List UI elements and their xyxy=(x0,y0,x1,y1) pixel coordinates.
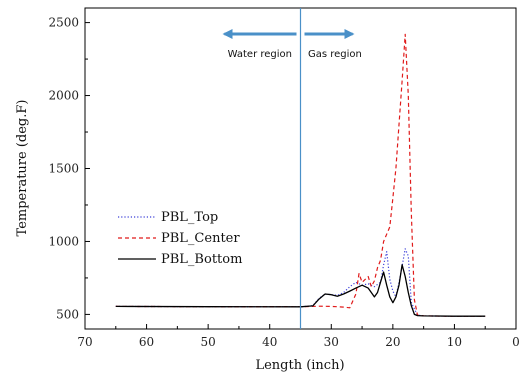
legend-label: PBL_Top xyxy=(161,210,218,225)
legend-label: PBL_Bottom xyxy=(161,252,242,267)
x-tick-label: 10 xyxy=(447,335,462,349)
y-tick-label: 2500 xyxy=(48,16,79,30)
x-tick-label: 0 xyxy=(512,335,520,349)
x-axis-ticks: 70 60 50 40 30 20 10 0 xyxy=(77,324,520,349)
y-tick-label: 1000 xyxy=(48,234,79,248)
legend-label: PBL_Center xyxy=(161,231,240,246)
x-axis-title: Length (inch) xyxy=(255,358,344,373)
x-tick-label: 20 xyxy=(385,335,400,349)
gas-region-label: Gas region xyxy=(308,49,362,60)
series-layer xyxy=(115,33,486,317)
y-axis-ticks: 500 1000 1500 2000 2500 xyxy=(48,16,90,321)
y-axis-title: Temperature (deg.F) xyxy=(15,100,30,237)
x-tick-label: 60 xyxy=(139,335,154,349)
x-tick-label: 50 xyxy=(201,335,216,349)
series-line-pbl-center xyxy=(115,33,486,317)
x-tick-label: 70 xyxy=(77,335,92,349)
water-region-label: Water region xyxy=(228,49,292,60)
legend: PBL_Top PBL_Center PBL_Bottom xyxy=(118,210,242,267)
series-line-pbl-bottom xyxy=(115,264,486,317)
y-tick-label: 2000 xyxy=(48,89,79,103)
x-tick-label: 30 xyxy=(324,335,339,349)
y-tick-label: 500 xyxy=(56,307,79,321)
x-tick-label: 40 xyxy=(262,335,277,349)
y-tick-label: 1500 xyxy=(48,162,79,176)
